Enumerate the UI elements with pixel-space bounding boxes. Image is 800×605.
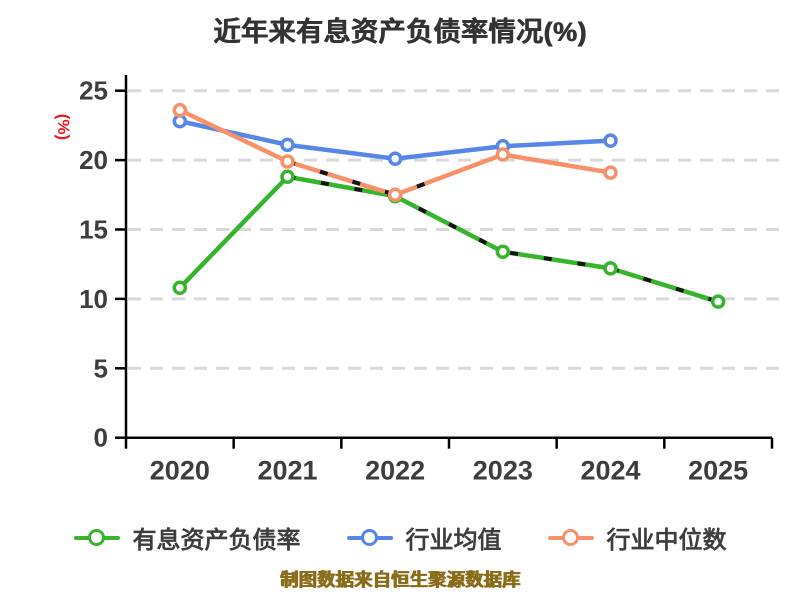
overlay-dash-line [286,159,436,197]
series-marker-0 [172,280,188,296]
series-marker-0 [280,169,295,185]
series-line-0 [177,174,721,304]
y-tick-label: 20 [79,145,108,175]
y-tick-label: 15 [79,215,108,245]
series-marker-1 [603,133,618,148]
y-tick-label: 0 [94,423,108,453]
data-source-note: 制图数据来自恒生聚源数据库 [279,570,521,590]
legend-item-industry-median: 行业中位数 [547,520,727,555]
x-tick-label: 2024 [580,456,640,486]
series-marker-0 [603,261,618,276]
y-tick-label: 10 [79,284,108,314]
series-marker-2 [495,147,511,162]
series-marker-1 [280,137,295,153]
legend-label: 行业中位数 [606,527,727,554]
x-tick-label: 2022 [365,456,425,486]
line-circle-marker-icon [73,528,120,547]
legend-item-loan-ratio: 有息资产负债率 [73,520,301,555]
y-tick-label: 5 [94,353,108,383]
legend-label: 有息资产负债率 [132,527,301,554]
line-circle-marker-icon [346,528,393,547]
series-marker-0 [710,294,726,309]
series-marker-1 [387,151,403,166]
overlay-dash-line [287,174,719,304]
line-circle-marker-icon [547,528,594,547]
legend-label: 行业均值 [405,527,502,554]
x-tick-label: 2025 [688,456,748,486]
series-marker-2 [387,187,403,203]
page-title: 近年来有息资产负债率情况(%) [213,17,587,47]
series-marker-2 [603,165,618,180]
series-marker-0 [495,244,511,259]
legend-item-industry-mean: 行业均值 [346,520,502,555]
series-marker-2 [172,102,188,118]
chart-legend: 有息资产负债率 行业均值 行业中位数 [0,520,800,555]
x-tick-label: 2021 [257,456,317,486]
series-marker-2 [280,154,295,169]
x-tick-label: 2023 [473,456,533,486]
series-marker-1 [172,113,188,129]
x-tick-label: 2020 [150,456,210,486]
y-tick-label: 25 [79,76,108,106]
